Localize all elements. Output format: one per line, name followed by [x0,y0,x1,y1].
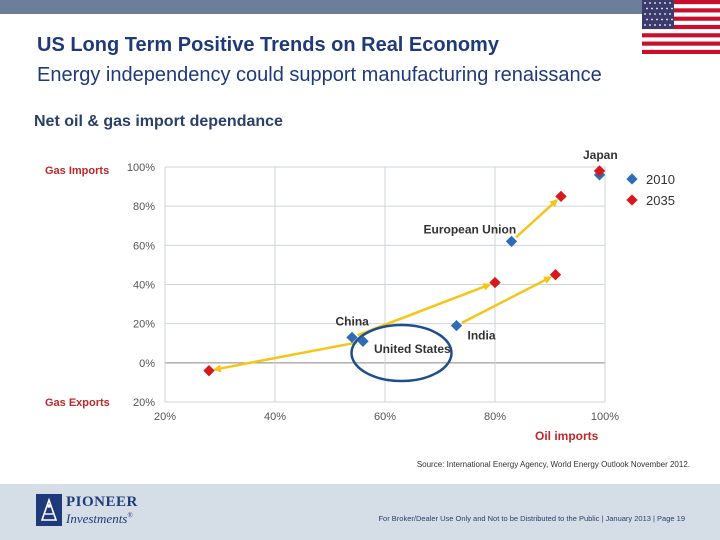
source-note: Source: International Energy Agency, Wor… [416,460,690,469]
point-2010-european-union [505,235,518,248]
x-tick-label: 60% [374,411,396,423]
x-tick-label: 80% [484,411,506,423]
us-flag-icon [642,0,720,54]
point-2035-china [489,276,501,289]
chart-heading: Net oil & gas import dependance [34,113,283,130]
y-tick-label: 60% [133,240,155,252]
point-2035-european-union [555,190,567,203]
point-2010-china [346,331,358,344]
annotation-japan: Japan [583,148,618,162]
y-tick-label: 80% [133,201,155,213]
y-axis-label-gas-exports: Gas Exports [45,397,110,409]
scatter-chart: 100% 80% 60% 40% 20% 0% 20% 20% 40% 60% 80% 100% Ga… [45,148,675,443]
y-tick-label: 40% [133,280,155,292]
top-bar [0,0,720,14]
united-states-highlight-circle [350,323,453,383]
legend-marker-2010 [626,173,638,185]
logo-name: PIONEER [66,494,138,510]
annotation-united-states: United States [374,342,451,356]
point-2035-united-states [203,365,215,377]
annotation-china: China [336,315,370,329]
legend-label-2035: 2035 [646,193,675,208]
y-tick-label: 100% [127,162,155,174]
trend-arrow [212,341,358,373]
legend-label-2010: 2010 [646,172,675,187]
x-tick-label: 20% [154,411,176,423]
y-tick-label: 20% [133,397,155,409]
footer-disclaimer: For Broker/Dealer Use Only and Not to be… [378,514,685,523]
point-2010-india [450,319,463,332]
logo-trademark: ® [127,511,133,520]
page-subtitle: Energy independency could support manufa… [37,64,602,86]
y-tick-label: 20% [133,319,155,331]
pioneer-logo-icon [36,494,62,526]
y-tick-label: 0% [139,358,155,370]
trend-arrow [515,199,559,239]
page-title: US Long Term Positive Trends on Real Eco… [37,34,499,56]
x-tick-label: 40% [264,411,286,423]
y-axis-label-gas-imports: Gas Imports [45,165,109,177]
x-tick-label: 100% [591,411,619,423]
x-axis-label: Oil imports [535,429,599,443]
logo-subtitle: Investments® [66,511,133,526]
point-2010-united-states [357,335,369,347]
legend-marker-2035 [626,194,638,206]
point-2035-india [549,269,562,281]
annotation-european-union: European Union [424,223,517,237]
trend-arrow [461,276,552,324]
footer-bar [0,484,720,540]
annotation-india: India [468,328,496,342]
point-2035-japan [593,165,606,177]
